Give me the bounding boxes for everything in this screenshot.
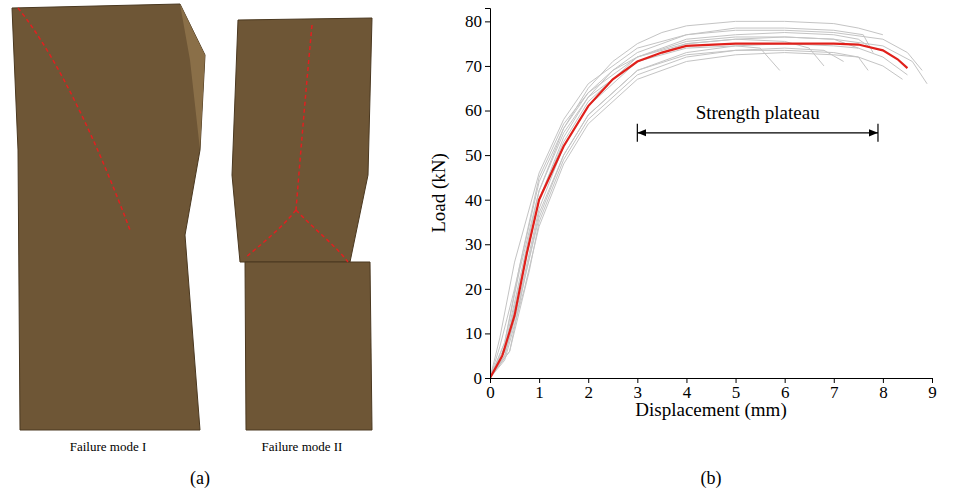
test-curve	[490, 30, 922, 378]
x-tick-label: 7	[830, 383, 839, 402]
plateau-bar	[637, 124, 638, 142]
y-axis-line	[485, 9, 491, 379]
x-tick-label: 1	[535, 383, 544, 402]
test-curve	[490, 53, 868, 378]
y-tick: 70	[465, 57, 490, 76]
y-tick: 40	[465, 191, 490, 210]
test-curve	[490, 37, 858, 378]
x-axis-line	[491, 379, 933, 384]
mean-curve	[490, 44, 907, 378]
y-tick-mark	[485, 155, 490, 156]
x-tick-label: 0	[486, 383, 495, 402]
y-tick-label: 20	[465, 280, 482, 299]
y-tick-label: 30	[465, 235, 482, 254]
x-tick-label: 9	[928, 383, 937, 402]
test-curve	[490, 21, 883, 378]
x-tick-label: 2	[584, 383, 593, 402]
y-tick-mark	[485, 289, 490, 290]
y-tick: 10	[465, 324, 490, 343]
y-tick: 80	[465, 12, 490, 31]
y-tick-mark	[485, 244, 490, 245]
y-tick: 50	[465, 146, 490, 165]
series-group	[490, 21, 927, 378]
x-tick: 2	[584, 378, 593, 402]
test-curve	[490, 28, 873, 378]
specimen-i	[12, 4, 205, 430]
crack-i	[18, 8, 130, 230]
x-axis-title: Displacement (mm)	[635, 399, 786, 421]
x-tick: 8	[879, 378, 888, 402]
test-curve	[490, 50, 903, 378]
y-tick: 60	[465, 101, 490, 120]
y-tick-mark	[485, 66, 490, 67]
crack-ii	[245, 25, 348, 262]
specimen-i-face	[180, 4, 205, 150]
y-tick-label: 40	[465, 191, 482, 210]
specimen-ii	[232, 18, 372, 262]
y-tick-label: 50	[465, 146, 482, 165]
figure: Failure mode IFailure mode II(a)01234567…	[0, 0, 953, 493]
y-tick-mark	[485, 378, 490, 379]
test-curve	[490, 33, 868, 378]
annotation: Strength plateau	[637, 102, 878, 142]
y-axis-title: Load (kN)	[428, 153, 450, 233]
y-tick-label: 10	[465, 324, 482, 343]
test-curve	[490, 44, 907, 378]
test-curve	[490, 48, 844, 378]
caption: Failure mode I	[70, 439, 147, 454]
x-tick: 1	[535, 378, 544, 402]
x-tick: 9	[928, 378, 937, 402]
y-tick-mark	[485, 21, 490, 22]
y-axis: 0 10 20 30 40 50 60 70 80	[465, 9, 491, 388]
caption: Failure mode II	[262, 439, 343, 454]
plateau-arrow	[637, 132, 878, 133]
test-curve	[490, 46, 780, 378]
test-curve	[490, 39, 824, 378]
plateau-bar	[877, 124, 878, 142]
panel-label: (b)	[701, 468, 722, 489]
y-tick-label: 60	[465, 101, 482, 120]
y-tick: 20	[465, 280, 490, 299]
y-tick: 0	[474, 369, 491, 388]
y-tick-mark	[485, 111, 490, 112]
y-tick-label: 80	[465, 12, 482, 31]
x-tick-label: 8	[879, 383, 888, 402]
annotation-text: Strength plateau	[696, 102, 820, 123]
y-tick-label: 70	[465, 57, 482, 76]
panel-a: Failure mode I Failure mode II (a)	[12, 4, 372, 489]
y-tick: 30	[465, 235, 490, 254]
x-tick: 0	[486, 378, 495, 402]
y-tick-label: 0	[474, 369, 483, 388]
x-tick: 7	[830, 378, 839, 402]
specimen-ii-base	[245, 262, 372, 430]
panel-label: (a)	[190, 468, 210, 489]
y-tick-mark	[485, 200, 490, 201]
test-curve	[490, 37, 927, 378]
y-tick-mark	[485, 333, 490, 334]
